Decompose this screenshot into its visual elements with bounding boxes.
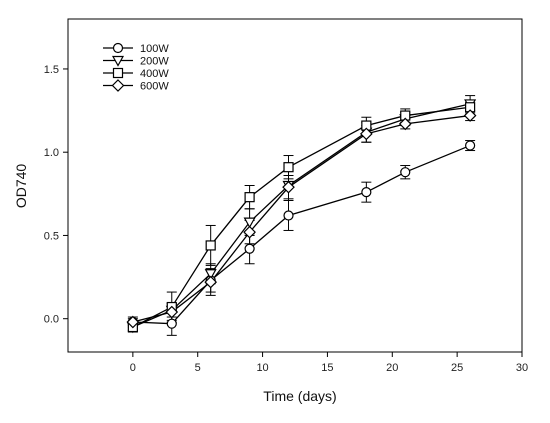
data-point-100w <box>400 167 411 178</box>
y-axis-title: OD740 <box>13 164 29 209</box>
legend-marker-400w <box>112 67 124 79</box>
legend-marker-100w <box>112 42 124 54</box>
legend-label-600w: 600W <box>140 81 169 93</box>
x-tick-label: 5 <box>195 362 201 374</box>
data-point-200w <box>243 217 256 229</box>
data-point-600w <box>359 127 373 141</box>
x-axis-ticks: 0 5 10 15 20 25 30 <box>130 352 528 374</box>
series-line-600w <box>132 114 471 323</box>
x-tick-label: 0 <box>130 362 136 374</box>
data-point-100w <box>244 243 255 254</box>
y-tick-label: 0.5 <box>44 230 59 242</box>
data-point-600w <box>282 180 295 194</box>
y-tick-label: 1.5 <box>44 64 59 76</box>
data-point-400w <box>283 162 294 173</box>
data-point-600w <box>204 275 218 289</box>
y-tick-label: 1.0 <box>44 147 59 159</box>
series-line-100w <box>132 144 471 325</box>
y-axis-ticks: 0.0 0.5 1.0 1.5 <box>44 64 68 326</box>
data-point-600w <box>126 315 140 329</box>
x-tick-label: 15 <box>321 362 333 374</box>
legend-marker-600w <box>111 79 125 92</box>
legend-label-100w: 100W <box>140 43 169 55</box>
plot-frame <box>67 18 523 353</box>
data-point-400w <box>244 192 255 203</box>
data-point-100w <box>465 140 476 151</box>
data-point-100w <box>361 187 372 198</box>
legend-label-200w: 200W <box>140 56 169 68</box>
x-tick-label: 30 <box>516 362 528 374</box>
series-line-200w <box>132 103 471 328</box>
data-point-600w <box>463 109 477 122</box>
data-point-200w <box>204 269 217 280</box>
data-point-100w <box>166 318 177 329</box>
error-bar-layer <box>127 95 476 336</box>
x-tick-label: 10 <box>256 362 268 374</box>
x-tick-label: 25 <box>451 362 463 374</box>
series-line-400w <box>132 106 471 328</box>
data-point-400w <box>205 240 216 251</box>
y-tick-label: 0.0 <box>44 314 59 326</box>
x-axis-title: Time (days) <box>263 388 336 404</box>
marker-layer <box>126 99 477 334</box>
series-line-layer <box>132 103 471 328</box>
legend-label-400w: 400W <box>140 68 169 80</box>
data-point-100w <box>283 210 294 221</box>
data-point-600w <box>165 305 179 319</box>
data-point-600w <box>398 117 412 131</box>
legend-marker-200w <box>111 55 125 67</box>
x-tick-label: 20 <box>386 362 398 374</box>
data-point-600w <box>243 225 256 239</box>
